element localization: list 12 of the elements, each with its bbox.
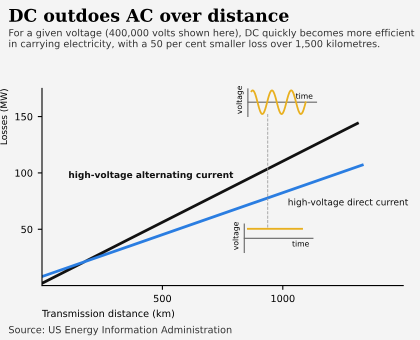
source-note: Source: US Energy Information Administration <box>9 326 232 336</box>
chart-title: DC outdoes AC over distance <box>9 8 289 22</box>
x-tick-label: 1000 <box>271 294 295 302</box>
series-label: high-voltage alternating current <box>69 171 234 180</box>
y-axis-title: Losses (MW) <box>0 89 8 144</box>
x-tick-label: 500 <box>154 294 172 302</box>
y-tick-label: 150 <box>15 113 32 120</box>
chart-subtitle: For a given voltage (400,000 volts shown here), DC quickly becomes more efficient in carrying electricity, with a 50 per cent smaller loss over 1,500 kilometres. <box>9 28 414 50</box>
y-tick-label: 50 <box>21 226 32 234</box>
series-label: high-voltage direct current <box>288 198 408 208</box>
x-axis-title: Transmission distance (km) <box>42 310 174 318</box>
y-tick-label: 100 <box>15 169 32 177</box>
